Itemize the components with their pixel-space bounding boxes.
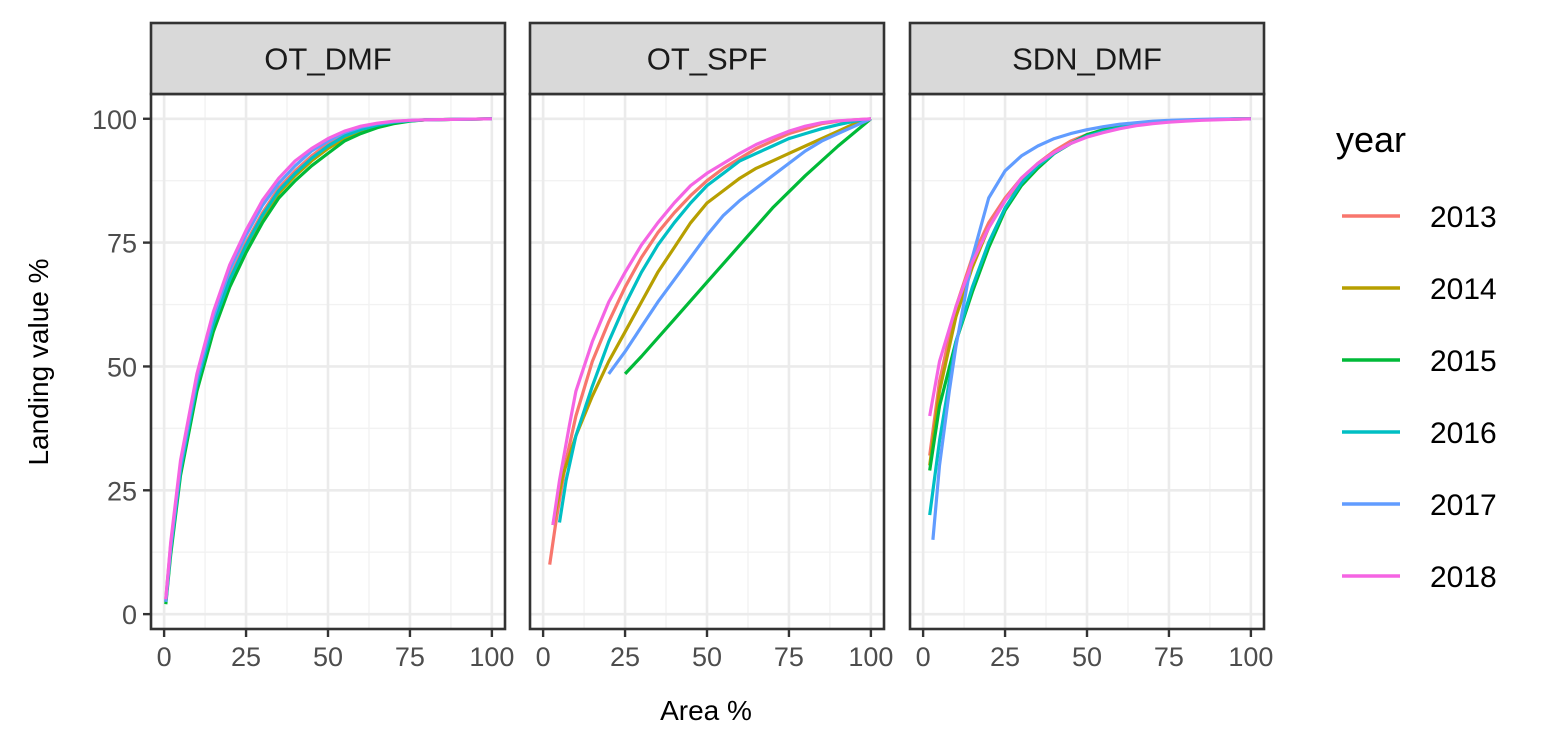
x-tick-label: 50 <box>1072 642 1102 672</box>
facet-strip <box>149 21 507 96</box>
legend-item-2017: 2017 <box>1342 489 1497 522</box>
x-tick-label: 100 <box>469 642 514 672</box>
legend-label-2018: 2018 <box>1430 561 1497 594</box>
legend-label-2015: 2015 <box>1430 345 1497 378</box>
legend-item-2015: 2015 <box>1342 345 1497 378</box>
facet-strip <box>528 21 886 96</box>
series-line-2018 <box>164 117 492 600</box>
legend-item-2016: 2016 <box>1342 417 1497 450</box>
legend-item-2014: 2014 <box>1342 273 1497 306</box>
legend: year 2013 2014 2015 2016 2017 2018 <box>1336 119 1497 594</box>
facet-strip-label: SDN_DMF <box>1012 42 1162 77</box>
series-line-2013 <box>548 117 871 565</box>
x-tick-label: 0 <box>536 642 551 672</box>
series-line-2016 <box>557 117 872 523</box>
x-tick-label: 25 <box>610 642 640 672</box>
y-tick-label: 25 <box>107 476 137 506</box>
y-axis-title: Landing value % <box>23 258 54 465</box>
series-line-2017 <box>607 117 872 375</box>
y-tick-label: 0 <box>122 600 137 630</box>
legend-label-2017: 2017 <box>1430 489 1497 522</box>
legend-label-2013: 2013 <box>1430 201 1497 234</box>
series-line-2014 <box>551 117 872 526</box>
facet-strip-label: OT_SPF <box>647 42 768 77</box>
panel-sdn-dmf: SDN_DMF 0 25 50 75 100 <box>908 21 1273 672</box>
series-line-2018 <box>551 117 871 526</box>
x-tick-label: 50 <box>313 642 343 672</box>
x-tick-label: 25 <box>231 642 261 672</box>
y-tick-label: 50 <box>107 352 137 382</box>
x-tick-label: 100 <box>848 642 893 672</box>
x-tick-label: 100 <box>1228 642 1273 672</box>
panel-ot-spf: OT_SPF 0 25 50 75 100 <box>528 21 893 672</box>
x-axis-title: Area % <box>660 695 752 726</box>
x-tick-label: 50 <box>692 642 722 672</box>
legend-label-2014: 2014 <box>1430 273 1497 306</box>
panels-layer: OT_DMF 0 25 50 75 100 0 25 50 75 100 OT_SPF 0 25 50 75 1… <box>92 21 1273 672</box>
x-tick-label: 25 <box>990 642 1020 672</box>
legend-title: year <box>1336 119 1406 160</box>
y-tick-label: 100 <box>92 105 137 135</box>
legend-item-2018: 2018 <box>1342 561 1497 594</box>
x-tick-label: 75 <box>1154 642 1184 672</box>
x-tick-label: 0 <box>157 642 172 672</box>
series-line-2015 <box>623 117 872 375</box>
x-tick-label: 0 <box>916 642 931 672</box>
x-tick-label: 75 <box>395 642 425 672</box>
series-line-2018 <box>928 117 1251 417</box>
legend-label-2016: 2016 <box>1430 417 1497 450</box>
facet-strip <box>908 21 1266 96</box>
x-tick-label: 75 <box>774 642 804 672</box>
y-tick-label: 75 <box>107 229 137 259</box>
facet-strip-label: OT_DMF <box>264 42 391 77</box>
legend-item-2013: 2013 <box>1342 201 1497 234</box>
panel-ot-dmf: OT_DMF 0 25 50 75 100 0 25 50 75 100 <box>92 21 514 672</box>
